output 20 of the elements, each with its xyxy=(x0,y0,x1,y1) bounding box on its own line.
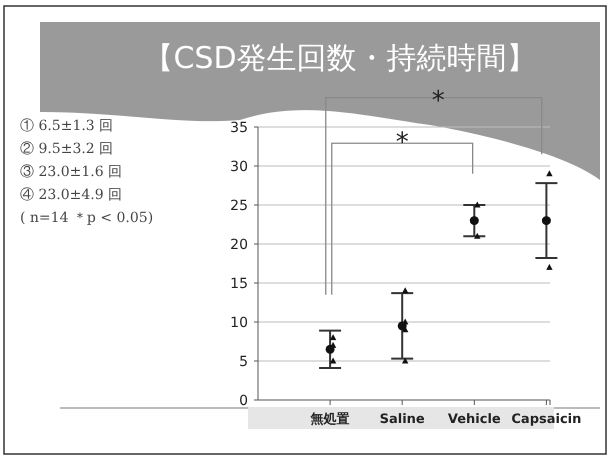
text: ② 9.5±3.2 回 xyxy=(20,141,114,157)
x-tick-label: Capsaicin xyxy=(511,412,582,427)
y-tick-label: 5 xyxy=(239,354,248,370)
text: ④ 23.0±4.9 回 xyxy=(20,187,122,203)
y-tick-label: 15 xyxy=(230,276,248,292)
x-tick-label: 無処置 xyxy=(310,412,350,427)
y-tick-label: 25 xyxy=(230,198,248,214)
x-tick-label: Saline xyxy=(380,412,425,427)
text: ③ 23.0±1.6 回 xyxy=(20,164,122,180)
y-tick-label: 10 xyxy=(230,315,248,331)
text: * xyxy=(432,86,445,116)
text: ① 6.5±1.3 回 xyxy=(20,118,114,134)
y-tick-label: 20 xyxy=(230,237,248,253)
y-tick-label: 0 xyxy=(239,393,248,409)
text: ( n=14 ＊p < 0.05) xyxy=(20,210,154,226)
chart-title: 【CSD発生回数・持続時間】 xyxy=(143,41,537,76)
annotation: * xyxy=(396,128,409,158)
y-tick-label: 30 xyxy=(230,159,248,175)
y-tick-label: 35 xyxy=(230,120,248,136)
x-tick-label: Vehicle xyxy=(448,412,501,427)
